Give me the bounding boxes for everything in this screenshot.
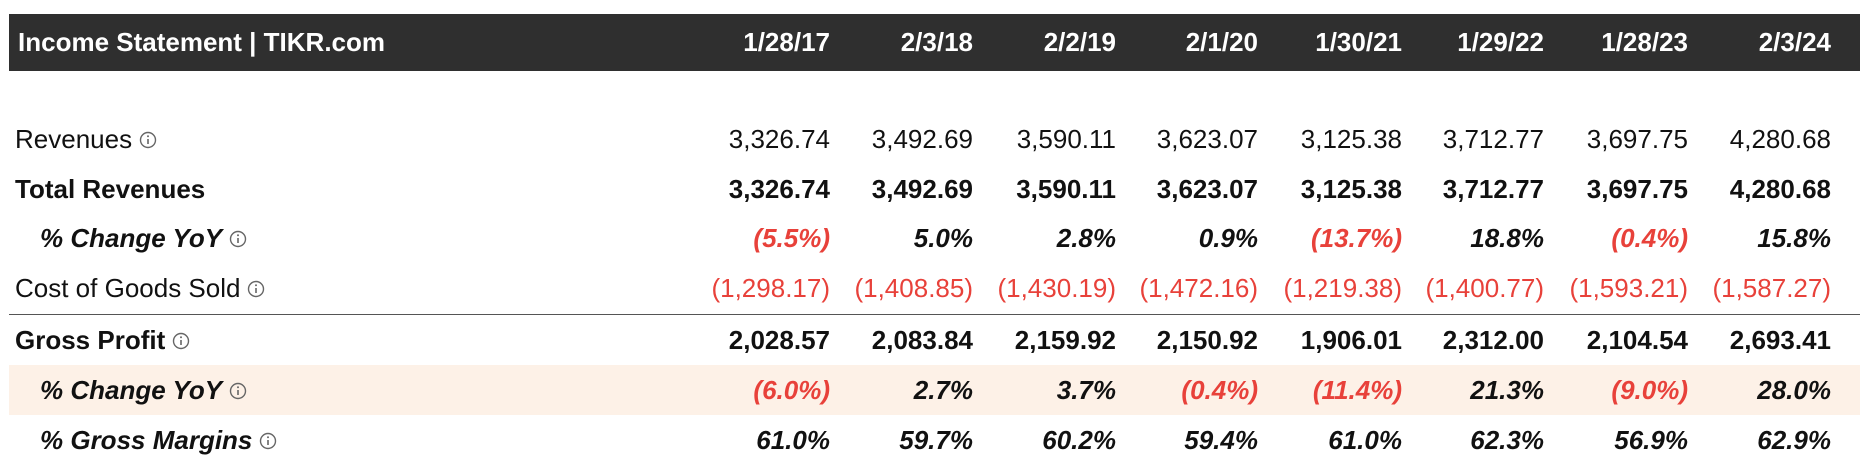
cell-value: 3,492.69 — [871, 124, 973, 154]
cell-value: (6.0%) — [753, 375, 830, 405]
row-label: % Change YoY — [40, 218, 247, 258]
cell-value: 3,623.07 — [1156, 124, 1258, 154]
cell-value: (9.0%) — [1611, 375, 1688, 405]
column-header: 1/28/23 — [1601, 27, 1688, 57]
cell-value: (0.4%) — [1181, 375, 1258, 405]
cell-value: 61.0% — [1328, 425, 1402, 455]
cell-value: 3,125.38 — [1300, 124, 1402, 154]
cell-value: 60.2% — [1042, 425, 1116, 455]
cell-value: (1,400.77) — [1425, 273, 1544, 303]
cell-value: 2,693.41 — [1729, 325, 1831, 355]
row-label: Revenues — [15, 119, 157, 159]
info-icon[interactable] — [229, 382, 247, 400]
row-label: Cost of Goods Sold — [15, 268, 265, 308]
cell-value: 3,326.74 — [728, 124, 830, 154]
cell-value: 15.8% — [1757, 223, 1831, 253]
row-highlight — [9, 365, 1860, 415]
cell-value: (1,472.16) — [1139, 273, 1258, 303]
row-label: Total Revenues — [15, 169, 205, 209]
row-label-text: % Change YoY — [40, 223, 223, 253]
cell-value: (0.4%) — [1611, 223, 1688, 253]
cell-value: 21.3% — [1470, 375, 1544, 405]
cell-value: 4,280.68 — [1729, 124, 1831, 154]
cell-value: 2,104.54 — [1586, 325, 1688, 355]
cell-value: 2,028.57 — [728, 325, 830, 355]
cell-value: 62.3% — [1470, 425, 1544, 455]
cell-value: 3,326.74 — [728, 174, 830, 204]
cell-value: (1,587.27) — [1712, 273, 1831, 303]
cell-value: (13.7%) — [1310, 223, 1402, 253]
cell-value: 3,492.69 — [871, 174, 973, 204]
cell-value: 59.7% — [899, 425, 973, 455]
cell-value: 3,590.11 — [1016, 174, 1116, 204]
cell-value: 4,280.68 — [1729, 174, 1831, 204]
cell-value: (11.4%) — [1312, 375, 1402, 405]
cell-value: 3.7% — [1056, 375, 1116, 405]
cell-value: 3,697.75 — [1586, 124, 1688, 154]
cell-value: 3,697.75 — [1586, 174, 1688, 204]
column-header: 2/2/19 — [1043, 27, 1116, 57]
row-label-text: Gross Profit — [15, 325, 166, 355]
row-label: Gross Profit — [15, 320, 190, 360]
column-header: 2/3/24 — [1758, 27, 1831, 57]
cell-value: 61.0% — [756, 425, 830, 455]
row-label-text: Cost of Goods Sold — [15, 273, 241, 303]
cell-value: (5.5%) — [753, 223, 830, 253]
cell-value: 18.8% — [1470, 223, 1544, 253]
cell-value: 2,159.92 — [1014, 325, 1116, 355]
row-label-text: Revenues — [15, 124, 133, 154]
info-icon[interactable] — [259, 432, 277, 450]
cell-value: 0.9% — [1198, 223, 1258, 253]
row-label: % Gross Margins — [40, 420, 277, 460]
cell-value: 2.7% — [913, 375, 973, 405]
header-title: Income Statement | TIKR.com — [18, 27, 386, 57]
column-header: 1/28/17 — [743, 27, 830, 57]
cell-value: (1,408.85) — [854, 273, 973, 303]
column-header: 2/3/18 — [900, 27, 973, 57]
cell-value: 3,712.77 — [1442, 124, 1544, 154]
cell-value: 3,125.38 — [1300, 174, 1402, 204]
cell-value: (1,430.19) — [997, 273, 1116, 303]
cell-value: 3,712.77 — [1442, 174, 1544, 204]
row-label: % Change YoY — [40, 370, 247, 410]
info-icon[interactable] — [172, 332, 190, 350]
info-icon[interactable] — [229, 230, 247, 248]
cell-value: 2,150.92 — [1156, 325, 1258, 355]
info-icon[interactable] — [247, 280, 265, 298]
cell-value: 5.0% — [913, 223, 973, 253]
cell-value: (1,593.21) — [1569, 273, 1688, 303]
column-header: 1/29/22 — [1457, 27, 1544, 57]
cell-value: 59.4% — [1184, 425, 1258, 455]
cell-value: 62.9% — [1757, 425, 1831, 455]
cell-value: 1,906.01 — [1300, 325, 1402, 355]
cell-value: 3,623.07 — [1156, 174, 1258, 204]
cell-value: (1,219.38) — [1283, 273, 1402, 303]
cell-value: 3,590.11 — [1016, 124, 1116, 154]
cell-value: 56.9% — [1614, 425, 1688, 455]
row-label-text: % Gross Margins — [40, 425, 253, 455]
header-bar — [9, 14, 1860, 71]
column-header: 2/1/20 — [1185, 27, 1258, 57]
cell-value: 2,312.00 — [1442, 325, 1544, 355]
info-icon[interactable] — [139, 131, 157, 149]
row-label-text: % Change YoY — [40, 375, 223, 405]
cell-value: (1,298.17) — [711, 273, 830, 303]
row-label-text: Total Revenues — [15, 174, 206, 204]
row-divider — [9, 314, 1860, 315]
cell-value: 28.0% — [1757, 375, 1831, 405]
cell-value: 2,083.84 — [871, 325, 973, 355]
column-header: 1/30/21 — [1315, 27, 1402, 57]
cell-value: 2.8% — [1056, 223, 1116, 253]
